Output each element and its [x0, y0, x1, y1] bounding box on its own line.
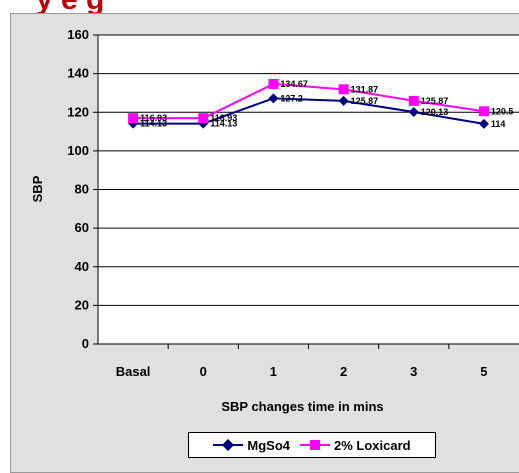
- diamond-marker-icon: [213, 439, 244, 451]
- data-point-loxicard: [338, 84, 349, 95]
- legend-item-loxicard: 2% Loxicard: [300, 438, 411, 453]
- x-tick-label: 0: [200, 364, 207, 379]
- y-tick-label: 140: [67, 66, 89, 81]
- x-tick-label: 1: [270, 364, 277, 379]
- y-axis-title: SBP: [30, 175, 45, 202]
- data-label-mgso4: 127.2: [280, 93, 303, 103]
- x-tick-label: 5: [480, 364, 487, 379]
- data-label-loxicard: 131.87: [351, 84, 379, 94]
- y-tick-label: 40: [75, 259, 89, 274]
- data-label-mgso4: 114: [491, 119, 506, 129]
- data-point-mgso4: [408, 106, 419, 117]
- data-label-loxicard: 125.87: [421, 96, 449, 106]
- y-tick-label: 80: [75, 182, 89, 197]
- x-axis-title: SBP changes time in mins: [221, 399, 383, 414]
- data-label-mgso4: 114.13: [140, 119, 167, 129]
- x-tick-label: Basal: [116, 364, 151, 379]
- legend-label-mgso4: MgSo4: [247, 437, 291, 453]
- data-label-loxicard: 120.5: [491, 106, 514, 116]
- square-marker-icon: [300, 440, 331, 450]
- data-point-loxicard: [128, 113, 139, 124]
- y-tick-label: 0: [82, 336, 89, 351]
- y-tick-label: 120: [67, 104, 89, 119]
- data-point-mgso4: [338, 95, 349, 106]
- legend-label-loxicard: 2% Loxicard: [334, 437, 411, 453]
- y-tick-label: 20: [75, 297, 89, 312]
- chart-title: y e g: [36, 0, 104, 17]
- data-label-mgso4: 125.87: [351, 96, 379, 106]
- data-point-loxicard: [268, 78, 279, 89]
- data-label-mgso4: 114.13: [210, 119, 237, 129]
- line-chart: 0 20 40 60 80 100 120 140 160 Basal 0 1 2 3 5 SBP chang…: [30, 27, 519, 414]
- data-point-mgso4: [478, 118, 489, 129]
- y-tick-label: 60: [75, 220, 89, 235]
- series-line-loxicard: [133, 82, 485, 120]
- data-point-loxicard: [408, 95, 419, 106]
- data-point-mgso4: [268, 93, 279, 104]
- data-point-loxicard: [478, 106, 489, 117]
- data-label-loxicard: 116.93: [210, 113, 237, 123]
- data-label-mgso4: 120.13: [421, 107, 449, 117]
- y-tick-label: 100: [67, 143, 89, 158]
- legend: MgSo4 2% Loxicard: [188, 432, 436, 458]
- x-tick-label: 3: [410, 364, 417, 379]
- data-label-loxicard: 116.93: [140, 113, 167, 123]
- data-label-loxicard: 134.67: [280, 79, 308, 89]
- data-point-loxicard: [198, 113, 209, 124]
- series-line-mgso4: [133, 97, 485, 125]
- y-tick-label: 160: [67, 27, 89, 42]
- x-tick-label: 2: [340, 364, 347, 379]
- legend-item-mgso4: MgSo4: [213, 438, 290, 453]
